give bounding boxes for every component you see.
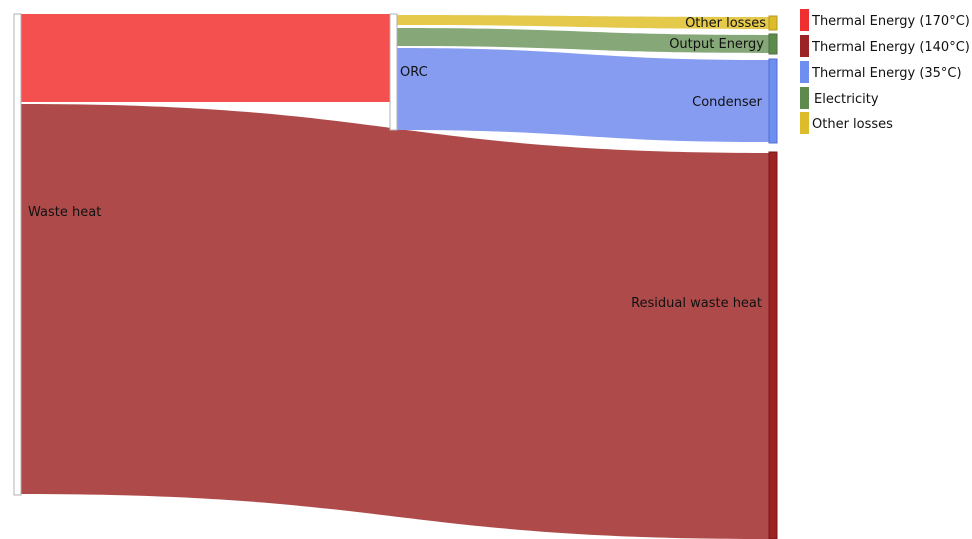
node-label-output-energy: Output Energy bbox=[669, 37, 764, 52]
legend-swatch-thermal-35 bbox=[800, 61, 809, 83]
legend-label-thermal-35: Thermal Energy (35°C) bbox=[811, 66, 962, 81]
node-residual bbox=[768, 151, 778, 539]
legend-label-electricity: Electricity bbox=[814, 92, 879, 107]
legend-swatch-other-losses bbox=[800, 112, 809, 134]
legend: Thermal Energy (170°C) Thermal Energy (1… bbox=[800, 9, 970, 134]
node-condenser bbox=[768, 58, 778, 144]
link-orc-to-other-losses bbox=[397, 15, 769, 29]
node-label-condenser: Condenser bbox=[692, 95, 763, 110]
link-orc-to-output-energy bbox=[397, 28, 769, 53]
legend-label-thermal-170: Thermal Energy (170°C) bbox=[811, 14, 970, 29]
node-label-waste-heat: Waste heat bbox=[28, 205, 101, 220]
link-waste-heat-to-orc bbox=[21, 14, 390, 102]
node-label-other-losses: Other losses bbox=[685, 16, 766, 31]
node-waste-heat bbox=[13, 13, 22, 496]
legend-swatch-electricity bbox=[800, 87, 809, 109]
link-orc-to-condenser bbox=[397, 48, 769, 142]
node-orc bbox=[389, 13, 398, 131]
node-label-orc: ORC bbox=[400, 65, 428, 80]
node-other-losses bbox=[768, 15, 778, 31]
legend-swatch-thermal-140 bbox=[800, 35, 809, 57]
legend-swatch-thermal-170 bbox=[800, 9, 809, 31]
legend-label-other-losses: Other losses bbox=[812, 117, 893, 132]
node-label-residual-waste-heat: Residual waste heat bbox=[631, 296, 762, 311]
link-waste-heat-to-residual bbox=[21, 104, 769, 539]
node-output-energy bbox=[768, 33, 778, 55]
legend-label-thermal-140: Thermal Energy (140°C) bbox=[811, 40, 970, 55]
